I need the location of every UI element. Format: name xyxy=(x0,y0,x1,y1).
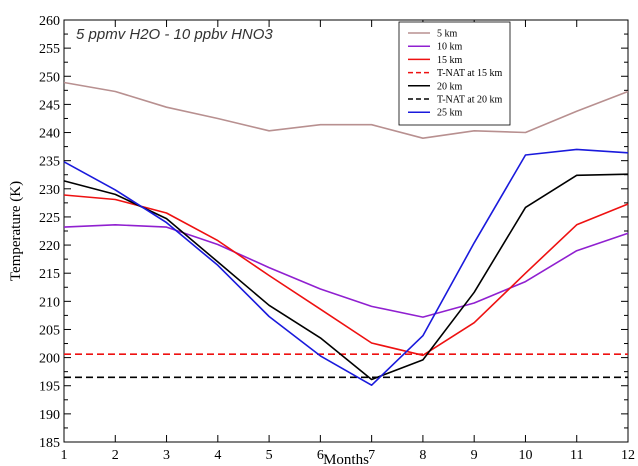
x-axis-title: Months xyxy=(323,452,369,466)
series-line-25-km xyxy=(63,148,629,387)
series-line-15-km xyxy=(63,194,629,357)
legend-label: 20 km xyxy=(437,81,463,92)
y-tick-label: 235 xyxy=(39,155,60,170)
chart-annotation: 5 ppmv H2O - 10 ppbv HNO3 xyxy=(76,26,273,43)
x-tick-label: 1 xyxy=(61,448,68,463)
tick-layer: 1 2 3 4 5 6 7 8 9 10 11 121851901952002052102152202… xyxy=(39,14,635,463)
x-tick-label: 3 xyxy=(163,448,170,463)
legend-label: 25 km xyxy=(437,108,463,119)
y-tick-label: 195 xyxy=(39,380,60,395)
x-tick-label: 4 xyxy=(214,448,221,463)
y-tick-label: 225 xyxy=(39,211,60,226)
y-tick-label: 205 xyxy=(39,323,60,338)
y-tick-label: 250 xyxy=(39,70,60,85)
series-layer xyxy=(63,81,629,387)
plot-frame xyxy=(63,19,629,443)
x-tick-label: 7 xyxy=(368,448,375,463)
legend-label: 5 km xyxy=(437,29,458,40)
y-tick-label: 210 xyxy=(39,295,60,310)
legend-label: T-NAT at 15 km xyxy=(437,68,503,79)
y-tick-label: 215 xyxy=(39,267,60,282)
x-tick-label: 10 xyxy=(518,448,532,463)
series-line-10-km xyxy=(63,224,629,318)
y-axis-title: Temperature (K) xyxy=(8,181,24,281)
x-tick-label: 9 xyxy=(471,448,478,463)
legend-box xyxy=(398,21,511,126)
y-tick-label: 260 xyxy=(39,14,60,29)
x-tick-label: 12 xyxy=(621,448,635,463)
y-tick-label: 220 xyxy=(39,239,60,254)
y-tick-label: 230 xyxy=(39,183,60,198)
y-tick-label: 255 xyxy=(39,42,60,57)
legend: 5 km 10 km 15 km T-NAT at 15 km 20 km T-NAT a… xyxy=(398,21,511,126)
x-tick-label: 6 xyxy=(317,448,324,463)
series-line-20-km xyxy=(63,173,629,381)
legend-label: T-NAT at 20 km xyxy=(437,95,503,106)
y-tick-label: 240 xyxy=(39,127,60,142)
x-tick-label: 5 xyxy=(266,448,273,463)
legend-label: 15 km xyxy=(437,55,463,66)
y-tick-label: 190 xyxy=(39,408,60,423)
legend-label: 10 km xyxy=(437,42,463,53)
x-tick-label: 2 xyxy=(112,448,119,463)
y-tick-label: 245 xyxy=(39,98,60,113)
y-tick-label: 200 xyxy=(39,352,60,367)
x-tick-label: 11 xyxy=(570,448,583,463)
series-line-5-km xyxy=(63,81,629,139)
x-tick-label: 8 xyxy=(419,448,426,463)
y-tick-label: 185 xyxy=(39,436,60,451)
